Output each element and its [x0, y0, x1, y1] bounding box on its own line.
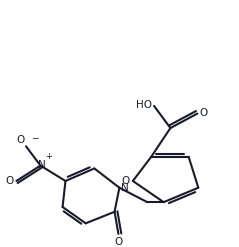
Text: N: N: [38, 160, 45, 170]
Text: O: O: [17, 135, 25, 145]
Text: N: N: [121, 183, 129, 193]
Text: O: O: [114, 237, 123, 247]
Text: HO: HO: [136, 100, 152, 110]
Text: O: O: [122, 176, 130, 186]
Text: O: O: [199, 108, 207, 118]
Text: −: −: [31, 133, 38, 143]
Text: +: +: [45, 152, 52, 161]
Text: O: O: [5, 176, 13, 186]
